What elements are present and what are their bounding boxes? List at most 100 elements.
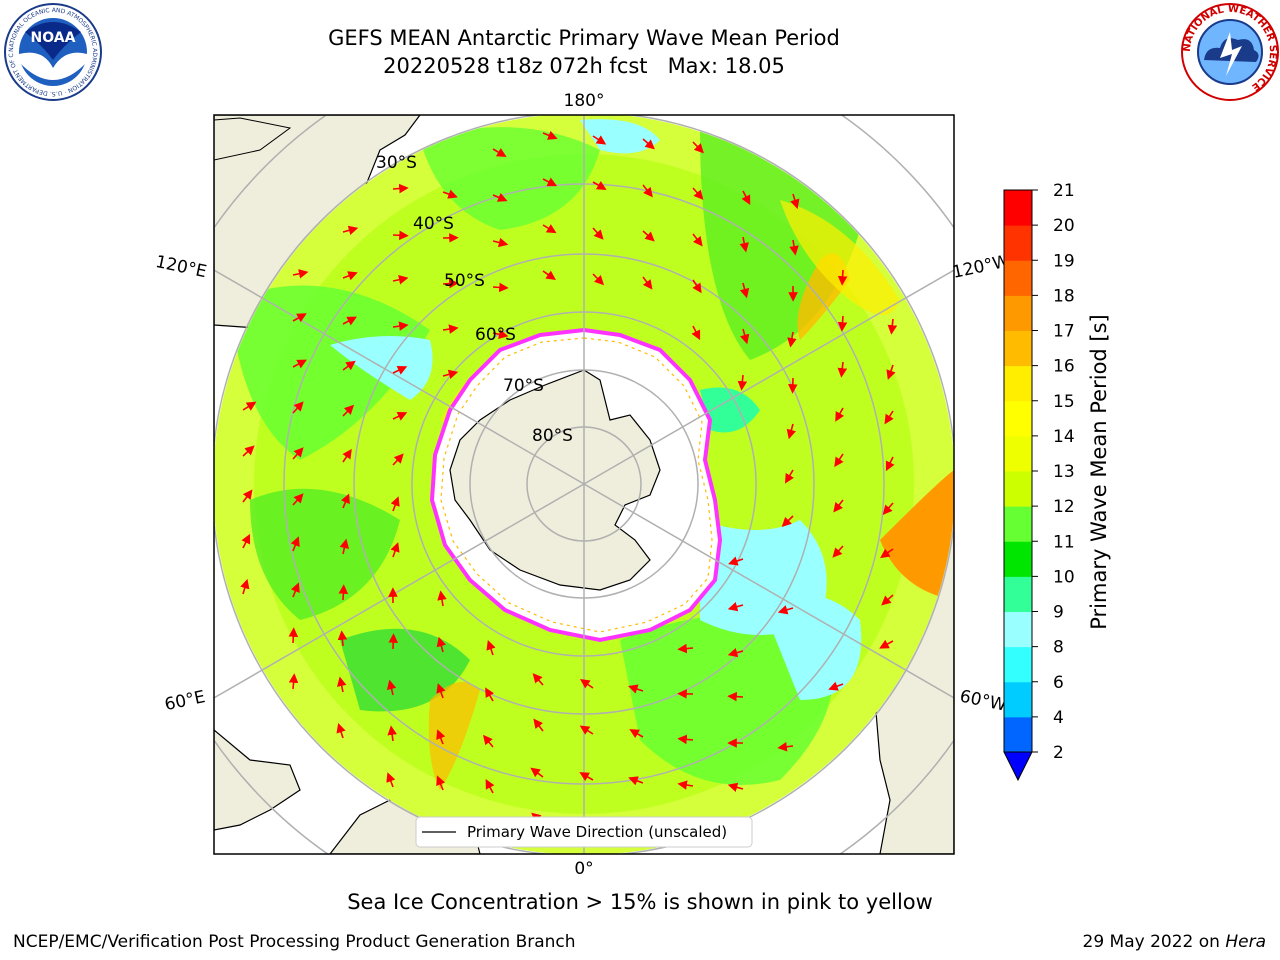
wave-direction-arrow: [727, 691, 744, 702]
colorbar-segment: [1004, 646, 1032, 683]
wave-direction-arrow: [336, 722, 346, 739]
wave-direction-arrow: [592, 135, 607, 145]
wave-direction-arrows: [240, 130, 898, 831]
wave-direction-arrow: [241, 533, 251, 549]
wave-direction-arrow: [342, 360, 356, 371]
wave-direction-arrow: [338, 584, 349, 601]
wave-direction-arrow: [342, 271, 358, 281]
noaa-logo-text: NOAA: [31, 30, 76, 46]
wave-direction-arrow: [881, 594, 894, 606]
lon-label-180: 180°: [564, 91, 605, 111]
wave-direction-arrow: [885, 456, 895, 472]
map-content: Primary Wave Direction (unscaled): [214, 115, 954, 854]
wave-direction-arrow: [290, 536, 300, 552]
wave-direction-arrow: [579, 772, 594, 782]
wave-direction-arrow: [835, 407, 845, 422]
wave-direction-arrow: [777, 741, 794, 752]
wave-direction-arrow: [692, 279, 702, 294]
wave-direction-arrow: [492, 237, 509, 248]
wave-direction-arrow: [386, 679, 397, 696]
wave-direction-arrow: [677, 780, 694, 790]
wave-direction-arrow: [292, 493, 304, 506]
colorbar-tick-label: 12: [1053, 497, 1075, 517]
colorbar-segment: [1004, 541, 1032, 577]
lon-label-60w: 60°W: [958, 686, 1008, 715]
wave-direction-arrow: [442, 189, 458, 199]
wave-direction-arrow: [533, 718, 544, 732]
wave-direction-arrow: [879, 639, 894, 649]
wave-direction-arrow: [387, 725, 397, 742]
colorbar-tick-label: 10: [1053, 567, 1075, 587]
wave-direction-arrow: [437, 590, 447, 607]
wave-direction-arrow: [442, 324, 459, 334]
colorbar-segment: [1004, 260, 1032, 296]
map-border: [213, 114, 955, 855]
wave-direction-arrow: [342, 225, 359, 236]
wave-direction-arrow: [691, 325, 701, 341]
wave-direction-arrow: [628, 776, 644, 786]
wave-direction-arrow: [242, 445, 255, 457]
wave-direction-arrow: [392, 453, 404, 466]
wave-direction-arrow: [337, 676, 347, 693]
wave-direction-arrow: [392, 366, 408, 375]
colorbar-tick-label: 4: [1053, 708, 1064, 728]
latitude-labels: 30°S 40°S 50°S 60°S 70°S 80°S: [376, 153, 573, 446]
colorbar-segment: [1004, 330, 1032, 367]
wave-direction-arrow: [790, 193, 800, 210]
sea-ice-note: Sea Ice Concentration > 15% is shown in …: [347, 890, 933, 914]
wave-direction-arrow: [339, 538, 350, 555]
colorbar-segment: [1004, 611, 1032, 648]
footer-credit: NCEP/EMC/Verification Post Processing Pr…: [13, 932, 576, 952]
wave-direction-arrow: [442, 278, 459, 289]
wave-direction-arrow: [292, 313, 307, 323]
colorbar-segment: [1004, 365, 1032, 402]
wave-direction-arrow: [642, 138, 655, 150]
wave-direction-arrow: [542, 224, 557, 234]
wave-direction-arrow: [740, 328, 750, 345]
lat-label-40s: 40°S: [413, 214, 454, 234]
wave-direction-arrow: [692, 141, 704, 154]
wave-direction-arrow: [242, 489, 253, 503]
wave-direction-arrow: [290, 582, 300, 598]
wave-direction-arrow: [386, 772, 396, 788]
colorbar-segment: [1004, 435, 1032, 472]
wave-direction-arrow: [542, 270, 556, 281]
wave-direction-arrow: [392, 183, 409, 194]
wave-direction-arrow: [884, 410, 894, 425]
wave-direction-arrow: [642, 230, 655, 242]
lat-label-70s: 70°S: [503, 376, 544, 396]
wave-direction-arrow: [542, 177, 558, 187]
wave-direction-arrow: [292, 359, 307, 369]
wave-direction-arrow: [485, 687, 495, 702]
wave-direction-arrow: [542, 130, 558, 140]
wave-direction-arrow: [887, 318, 898, 335]
colorbar-segment: [1004, 506, 1032, 542]
colorbar-tick-label: 14: [1053, 427, 1075, 447]
wave-direction-arrow: [288, 627, 299, 644]
wave-direction-arrow: [837, 361, 848, 378]
wave-direction-arrow: [728, 556, 744, 566]
wave-direction-arrow: [436, 636, 446, 653]
wave-direction-arrow: [342, 404, 355, 417]
wave-direction-arrow: [392, 412, 408, 421]
wave-direction-arrow: [880, 548, 894, 559]
wave-direction-arrow: [781, 515, 794, 527]
wave-direction-arrow: [741, 190, 751, 206]
colorbar: 2 4 6 8 9 10 11 12 13 14 15 16 17 18 19 20 21: [1003, 181, 1075, 782]
wave-direction-arrow: [292, 401, 304, 414]
sea-ice-edge-yellow: [440, 337, 713, 633]
nw-corner-land: [214, 117, 292, 161]
wave-direction-arrow: [834, 453, 844, 468]
wave-direction-arrow: [832, 545, 844, 558]
wave-direction-arrow: [592, 227, 604, 240]
wave-direction-arrow: [579, 725, 594, 735]
wave-direction-arrow: [786, 423, 796, 440]
wave-direction-arrow: [737, 374, 748, 391]
colorbar-segment: [1004, 400, 1032, 437]
wave-direction-arrow: [436, 729, 446, 745]
wave-direction-arrow: [628, 684, 644, 694]
colorbar-segment: [1004, 681, 1032, 718]
wave-direction-arrow: [492, 329, 509, 339]
wave-direction-arrow: [292, 447, 304, 460]
wave-direction-arrow: [242, 401, 257, 411]
